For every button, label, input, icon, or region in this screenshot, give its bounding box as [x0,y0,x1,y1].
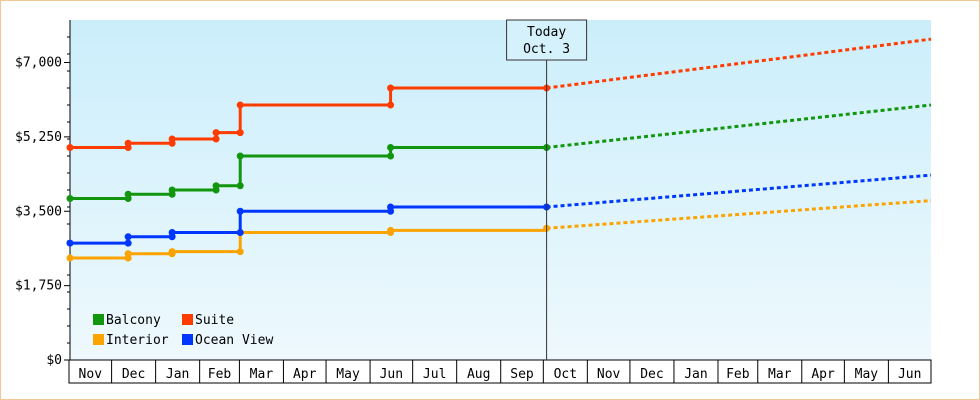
series-point [66,254,74,262]
series-point [387,84,395,92]
forecast-line [546,199,932,230]
x-tick-label: Dec [122,367,145,382]
x-tick-label: Jun [898,367,921,382]
series-point [387,152,395,160]
x-tick-label: Feb [726,367,750,382]
y-tick-label: $1,750 [15,279,62,294]
series-point [168,248,176,256]
legend-swatch [93,334,104,345]
forecast-line [546,173,932,209]
x-tick-label: Jan [166,367,189,382]
x-tick-label: Sep [510,367,534,382]
forecast-line [546,103,932,149]
series-point [236,152,244,160]
y-tick-label: $3,500 [15,204,62,219]
series-point [212,135,220,143]
x-tick-label: Jan [684,367,707,382]
y-tick-label: $0 [46,353,62,368]
today-date: Oct. 3 [523,42,570,57]
x-tick-label: May [855,367,879,382]
x-tick-label: Mar [768,367,792,382]
series-point [236,129,244,137]
x-tick-label: Dec [640,367,663,382]
series-point [236,101,244,109]
legend: Balcony Suite Interior Ocean View [93,313,273,348]
legend-label: Interior [106,333,169,348]
series-point [236,248,244,256]
y-tick-label: $5,250 [15,130,62,145]
series-point [124,233,132,241]
series-point [387,203,395,211]
series-point [124,139,132,147]
series-point [212,129,220,137]
x-tick-label: Oct [554,367,577,382]
series-point [124,190,132,198]
x-tick-label: Mar [250,367,274,382]
series-point [168,135,176,143]
legend-label: Suite [195,313,234,328]
x-tick-label: Nov [79,367,103,382]
series-point [66,195,74,202]
x-tick-label: Feb [208,367,232,382]
series-point [168,186,176,194]
series-point [236,182,244,190]
legend-label: Balcony [106,313,161,328]
y-tick-label: $7,000 [15,56,62,71]
series-point [168,229,176,236]
legend-swatch [93,314,104,325]
x-axis: Nov Dec Jan Feb Mar Apr May Jun Jul Aug Sep Oct Nov D… [68,359,932,384]
x-tick-label: Apr [811,367,835,382]
today-label: Today [527,25,566,40]
series-point [236,229,244,236]
legend-label: Ocean View [195,333,273,348]
x-tick-label: Apr [293,367,317,382]
legend-swatch [182,314,193,325]
series-point [387,101,395,109]
series-point [124,239,132,247]
legend-swatch [182,334,193,345]
series-point [66,239,74,247]
series-point [387,144,395,151]
forecast-line [546,37,932,90]
today-box [506,19,588,61]
x-tick-label: May [336,367,360,382]
series-point [124,250,132,258]
series-point [66,144,74,151]
x-tick-label: Aug [467,367,490,382]
x-tick-label: Nov [597,367,621,382]
series-layer [66,37,932,262]
x-tick-label: Jun [380,367,403,382]
series-point [387,226,395,234]
x-tick-label: Jul [423,367,446,382]
today-marker: Today Oct. 3 [506,19,588,360]
series-point [236,207,244,215]
series-point [212,182,220,190]
